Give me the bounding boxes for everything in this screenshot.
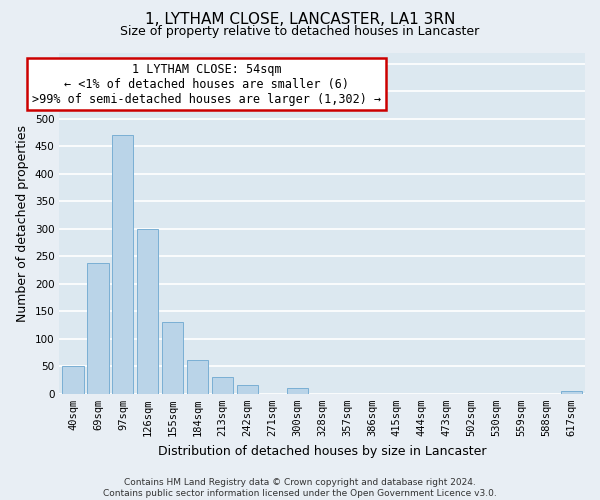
Text: Size of property relative to detached houses in Lancaster: Size of property relative to detached ho… xyxy=(121,25,479,38)
Bar xyxy=(112,135,133,394)
Bar xyxy=(187,360,208,394)
Bar xyxy=(137,228,158,394)
Text: Contains HM Land Registry data © Crown copyright and database right 2024.
Contai: Contains HM Land Registry data © Crown c… xyxy=(103,478,497,498)
Bar xyxy=(561,391,582,394)
Text: 1 LYTHAM CLOSE: 54sqm
← <1% of detached houses are smaller (6)
>99% of semi-deta: 1 LYTHAM CLOSE: 54sqm ← <1% of detached … xyxy=(32,62,381,106)
X-axis label: Distribution of detached houses by size in Lancaster: Distribution of detached houses by size … xyxy=(158,444,487,458)
Bar xyxy=(162,322,183,394)
Text: 1, LYTHAM CLOSE, LANCASTER, LA1 3RN: 1, LYTHAM CLOSE, LANCASTER, LA1 3RN xyxy=(145,12,455,28)
Y-axis label: Number of detached properties: Number of detached properties xyxy=(16,124,29,322)
Bar xyxy=(237,385,258,394)
Bar xyxy=(287,388,308,394)
Bar xyxy=(62,366,83,394)
Bar xyxy=(88,263,109,394)
Bar xyxy=(212,378,233,394)
